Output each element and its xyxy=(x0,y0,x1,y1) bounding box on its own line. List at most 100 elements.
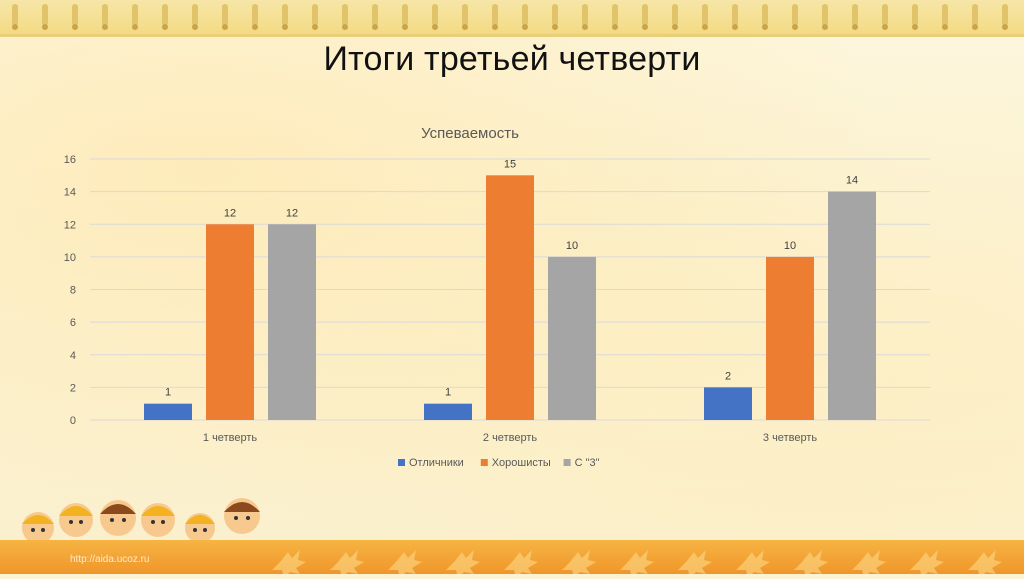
child-face-5 xyxy=(185,513,215,543)
legend-swatch xyxy=(398,459,405,466)
spiral-ring xyxy=(1002,4,1008,30)
leaf-decoration xyxy=(678,550,712,578)
spiral-ring xyxy=(792,4,798,30)
spiral-ring xyxy=(882,4,888,30)
bar xyxy=(206,224,254,420)
legend-swatch xyxy=(563,459,571,466)
spiral-ring xyxy=(192,4,198,30)
child-face-3 xyxy=(100,500,136,536)
spiral-ring xyxy=(402,4,408,30)
y-tick-label: 14 xyxy=(64,187,76,199)
child-face-6 xyxy=(224,498,260,534)
spiral-ring xyxy=(462,4,468,30)
spiral-ring xyxy=(42,4,48,30)
bar xyxy=(144,403,192,420)
y-tick-label: 4 xyxy=(70,350,76,362)
spiral-ring xyxy=(12,4,18,30)
spiral-ring xyxy=(132,4,138,30)
chart-container: Успеваемость 0 2 4 6 8 10 12 14 16 1 12 12 1 четверть… xyxy=(40,112,960,492)
spiral-ring xyxy=(912,4,918,30)
leaf-decoration xyxy=(388,550,422,578)
bar xyxy=(486,175,534,420)
spiral-ring xyxy=(72,4,78,30)
watermark-text: http://aida.ucoz.ru xyxy=(70,554,150,565)
data-label: 1 xyxy=(445,387,451,399)
spiral-ring xyxy=(282,4,288,30)
y-tick-label: 10 xyxy=(64,252,76,264)
slide-title: Итоги третьей четверти xyxy=(323,40,701,78)
data-label: 1 xyxy=(165,387,171,399)
spiral-ring xyxy=(672,4,678,30)
spiral-binding xyxy=(0,0,1024,34)
spiral-ring xyxy=(252,4,258,30)
data-label: 10 xyxy=(566,240,578,252)
data-label: 14 xyxy=(846,175,858,187)
spiral-ring xyxy=(522,4,528,30)
bar xyxy=(828,191,876,420)
spiral-ring xyxy=(552,4,558,30)
y-tick-label: 8 xyxy=(70,285,76,297)
x-tick-label: 2 четверть xyxy=(483,432,537,444)
leaf-decoration xyxy=(562,550,596,578)
spiral-ring xyxy=(702,4,708,30)
y-tick-label: 2 xyxy=(70,382,76,394)
data-label: 12 xyxy=(286,207,298,219)
data-label: 15 xyxy=(504,158,516,170)
bottom-leaf-band xyxy=(0,540,1024,578)
chart-title: Успеваемость xyxy=(421,125,519,142)
leaf-decoration xyxy=(330,550,364,578)
leaf-decoration xyxy=(620,550,654,578)
legend-label: Отличники xyxy=(409,457,464,469)
spiral-ring xyxy=(372,4,378,30)
legend-item: Отличники xyxy=(398,457,464,469)
data-label: 2 xyxy=(725,370,731,382)
leaf-decoration xyxy=(446,550,480,578)
data-label: 10 xyxy=(784,240,796,252)
spiral-ring xyxy=(642,4,648,30)
spiral-ring xyxy=(582,4,588,30)
y-tick-label: 0 xyxy=(70,415,76,427)
y-tick-label: 12 xyxy=(64,219,76,231)
legend-label: Хорошисты xyxy=(492,457,551,469)
spiral-ring xyxy=(762,4,768,30)
spiral-ring xyxy=(852,4,858,30)
x-tick-label: 3 четверть xyxy=(763,432,817,444)
legend-item: С "3" xyxy=(563,457,600,469)
bar xyxy=(424,403,472,420)
spiral-ring xyxy=(312,4,318,30)
child-face-4 xyxy=(141,503,175,537)
spiral-ring xyxy=(102,4,108,30)
spiral-ring xyxy=(822,4,828,30)
bar xyxy=(704,387,752,420)
legend-label: С "3" xyxy=(575,457,600,469)
spiral-ring xyxy=(222,4,228,30)
leaf-decoration xyxy=(736,550,770,578)
bar xyxy=(268,224,316,420)
leaf-decoration xyxy=(968,550,1002,578)
spiral-ring xyxy=(612,4,618,30)
bar xyxy=(766,256,814,420)
data-label: 12 xyxy=(224,207,236,219)
child-face-1 xyxy=(22,512,54,544)
spiral-ring xyxy=(162,4,168,30)
spiral-ring xyxy=(732,4,738,30)
leaf-decoration xyxy=(504,550,538,578)
child-face-2 xyxy=(59,503,93,537)
spiral-ring xyxy=(432,4,438,30)
spiral-divider xyxy=(0,34,1024,37)
bar xyxy=(548,256,596,420)
spiral-ring xyxy=(342,4,348,30)
leaf-decoration xyxy=(272,550,306,578)
leaf-decoration xyxy=(910,550,944,578)
leaf-decoration xyxy=(852,550,886,578)
spiral-ring xyxy=(492,4,498,30)
y-tick-label: 16 xyxy=(64,154,76,166)
x-tick-label: 1 четверть xyxy=(203,432,257,444)
y-tick-label: 6 xyxy=(70,317,76,329)
spiral-ring xyxy=(942,4,948,30)
spiral-ring xyxy=(972,4,978,30)
leaf-decoration xyxy=(794,550,828,578)
legend-swatch xyxy=(480,459,488,466)
children-illustration xyxy=(22,498,260,544)
